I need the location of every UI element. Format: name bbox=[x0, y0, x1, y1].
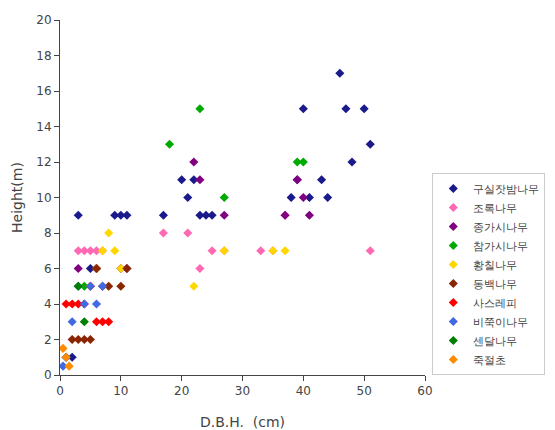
svg-text:비쭉이나무: 비쭉이나무 bbox=[473, 316, 528, 329]
svg-text:황칠나무: 황칠나무 bbox=[473, 259, 517, 272]
svg-text:죽절초: 죽절초 bbox=[473, 354, 506, 367]
svg-text:D.B.H. (cm): D.B.H. (cm) bbox=[200, 414, 285, 430]
svg-text:0: 0 bbox=[44, 368, 52, 382]
svg-text:18: 18 bbox=[36, 49, 51, 63]
svg-text:종가시나무: 종가시나무 bbox=[473, 221, 528, 234]
svg-text:20: 20 bbox=[174, 384, 189, 398]
svg-text:50: 50 bbox=[357, 384, 372, 398]
svg-text:30: 30 bbox=[235, 384, 250, 398]
svg-text:10: 10 bbox=[36, 191, 51, 205]
svg-text:사스레피: 사스레피 bbox=[473, 297, 517, 310]
svg-text:10: 10 bbox=[113, 384, 128, 398]
svg-text:60: 60 bbox=[417, 384, 432, 398]
svg-text:조록나무: 조록나무 bbox=[473, 202, 517, 215]
svg-text:참가시나무: 참가시나무 bbox=[473, 240, 528, 253]
svg-text:16: 16 bbox=[36, 84, 51, 98]
svg-text:12: 12 bbox=[36, 155, 51, 169]
svg-text:0: 0 bbox=[56, 384, 64, 398]
svg-text:6: 6 bbox=[44, 262, 52, 276]
svg-text:구실잣밤나무: 구실잣밤나무 bbox=[473, 183, 539, 196]
svg-text:동백나무: 동백나무 bbox=[473, 278, 517, 291]
svg-text:20: 20 bbox=[36, 13, 51, 27]
svg-text:2: 2 bbox=[44, 333, 52, 347]
svg-text:14: 14 bbox=[36, 120, 51, 134]
svg-text:Height(m): Height(m) bbox=[9, 162, 25, 233]
svg-text:센달나무: 센달나무 bbox=[473, 335, 517, 348]
svg-text:8: 8 bbox=[44, 226, 52, 240]
svg-text:40: 40 bbox=[296, 384, 311, 398]
svg-text:4: 4 bbox=[44, 297, 52, 311]
